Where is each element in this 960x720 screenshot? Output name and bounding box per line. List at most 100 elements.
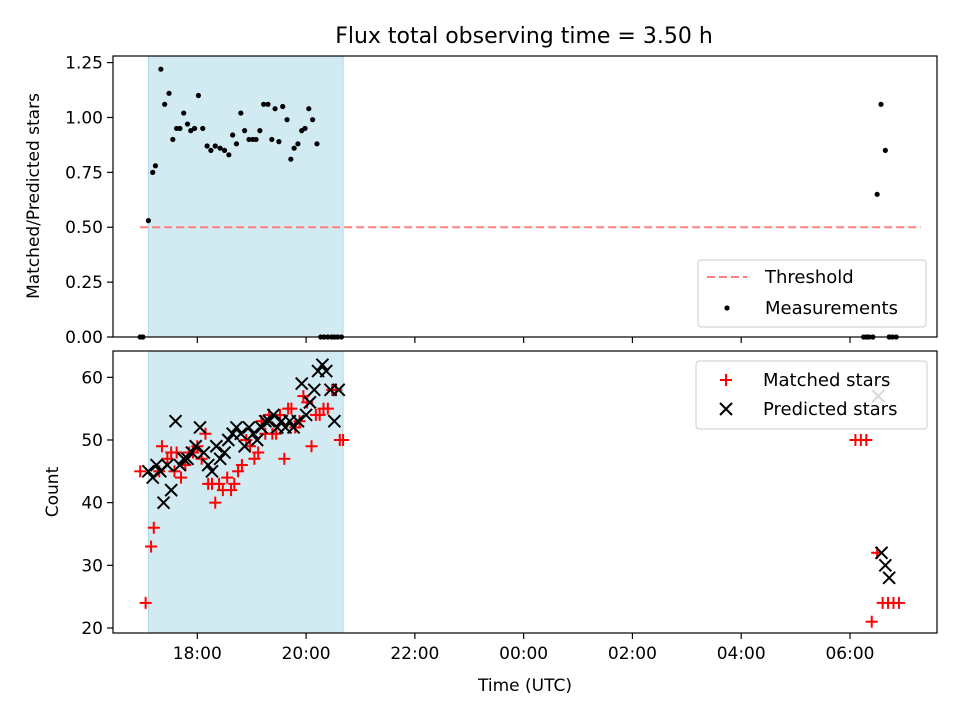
predicted-marker-b	[193, 420, 207, 435]
predicted-marker-b	[197, 445, 211, 460]
measurement-point	[195, 92, 201, 99]
matched-star-marker	[285, 402, 298, 415]
measurement-point	[291, 145, 297, 151]
measurement-point	[238, 110, 244, 116]
measurement-point	[284, 117, 290, 123]
measurement-point	[212, 143, 218, 149]
legend-matched-swatch	[720, 374, 732, 386]
matched-star-marker	[225, 484, 238, 497]
legend-count: Matched stars Predicted stars	[695, 360, 928, 430]
matched-star-marker	[174, 471, 187, 484]
matched-star-marker	[252, 446, 265, 459]
measurement-point	[233, 141, 240, 147]
matched-star-marker	[161, 452, 174, 465]
panel-ratio-ylabel: Matched/Predicted stars	[24, 93, 44, 299]
measurement-point	[226, 152, 232, 158]
measurement-point	[246, 136, 252, 143]
measurement-point	[188, 128, 194, 134]
predicted-star-marker	[258, 414, 272, 428]
predicted-star-marker	[299, 408, 313, 422]
y-tick-label: 30	[81, 556, 103, 576]
matched-star-marker	[134, 465, 147, 478]
matched-star-marker	[155, 440, 168, 453]
predicted-star-marker	[193, 420, 207, 435]
predicted-star-marker	[221, 433, 236, 447]
observing-window-0	[147, 55, 344, 338]
predicted-marker-b	[332, 383, 346, 397]
predicted-marker-b	[327, 414, 342, 428]
measurement-point	[280, 103, 286, 110]
measurement-point	[158, 66, 164, 72]
predicted-marker-b	[180, 452, 195, 466]
measurement-point	[269, 136, 275, 143]
legend-threshold-label: Threshold	[764, 267, 854, 288]
matched-star-marker	[892, 596, 905, 609]
matched-star-marker	[305, 440, 318, 453]
predicted-star-marker	[266, 408, 281, 422]
predicted-star-marker	[303, 395, 317, 410]
predicted-star-marker	[246, 427, 261, 441]
legend-measurements-label: Measurements	[765, 298, 898, 319]
y-tick-label: 0.75	[65, 163, 103, 183]
predicted-star-marker	[327, 414, 342, 428]
predicted-marker-b	[217, 445, 232, 460]
x-tick-label: 06:00	[825, 644, 874, 664]
measurement-point	[272, 106, 278, 112]
matched-star-marker	[297, 390, 310, 403]
matched-star-marker	[248, 452, 261, 465]
legend-measurements-swatch	[724, 305, 730, 311]
predicted-marker-b	[291, 414, 305, 428]
matched-star-marker	[865, 615, 878, 628]
predicted-star-marker	[234, 427, 248, 441]
predicted-star-marker	[197, 445, 211, 460]
matched-star-marker	[145, 540, 158, 553]
predicted-star-marker	[205, 464, 219, 479]
y-tick-label: 50	[81, 431, 103, 451]
measurement-point	[191, 125, 198, 132]
matched-star-marker	[209, 496, 222, 509]
predicted-marker-b	[250, 433, 264, 447]
panel-count-frame	[112, 350, 938, 634]
matched-star-marker	[278, 452, 291, 465]
predicted-marker-b	[878, 558, 893, 573]
measurement-point	[288, 156, 294, 162]
predicted-star-marker	[291, 414, 305, 428]
y-tick-label: 0.00	[65, 328, 103, 348]
predicted-marker-b	[164, 483, 178, 497]
predicted-star-marker	[180, 452, 195, 466]
measurement-point	[242, 128, 248, 134]
legend-predicted-label: Predicted stars	[763, 399, 897, 420]
predicted-marker-b	[303, 395, 317, 410]
matched-star-marker	[313, 408, 326, 421]
predicted-star-marker	[882, 571, 896, 585]
predicted-star-marker	[229, 420, 244, 435]
predicted-marker-b	[242, 420, 256, 435]
predicted-marker-b	[205, 464, 219, 479]
measurement-point	[166, 90, 172, 96]
predicted-marker-b	[262, 414, 276, 428]
panel-count: 20 30 40 50 60 18:00 20:00 22:00 00:00 02:00 04:0…	[43, 350, 938, 696]
predicted-star-marker	[242, 420, 256, 435]
predicted-star-marker	[168, 414, 183, 428]
measurement-point	[310, 117, 316, 123]
predicted-marker-b	[188, 439, 203, 453]
legend-count-box	[695, 360, 928, 430]
measurement-point	[257, 128, 263, 134]
predicted-marker-b	[229, 420, 244, 435]
panel-count-ylabel: Count	[43, 466, 63, 517]
predicted-marker-b	[156, 495, 171, 510]
measurement-point	[253, 136, 259, 143]
observing-window-1	[147, 350, 344, 634]
predicted-star-marker	[176, 452, 191, 466]
predicted-star-marker	[262, 414, 276, 428]
chart-title: Flux total observing time = 3.50 h	[335, 24, 713, 49]
legend-ratio: Threshold Measurements	[697, 259, 927, 328]
predicted-marker-b	[201, 458, 215, 472]
measurement-point	[204, 143, 210, 149]
matched-star-marker	[232, 465, 245, 478]
predicted-star-marker	[319, 364, 333, 378]
predicted-marker-b	[234, 427, 248, 441]
predicted-star-marker	[217, 445, 232, 460]
predicted-star-marker	[149, 458, 164, 472]
